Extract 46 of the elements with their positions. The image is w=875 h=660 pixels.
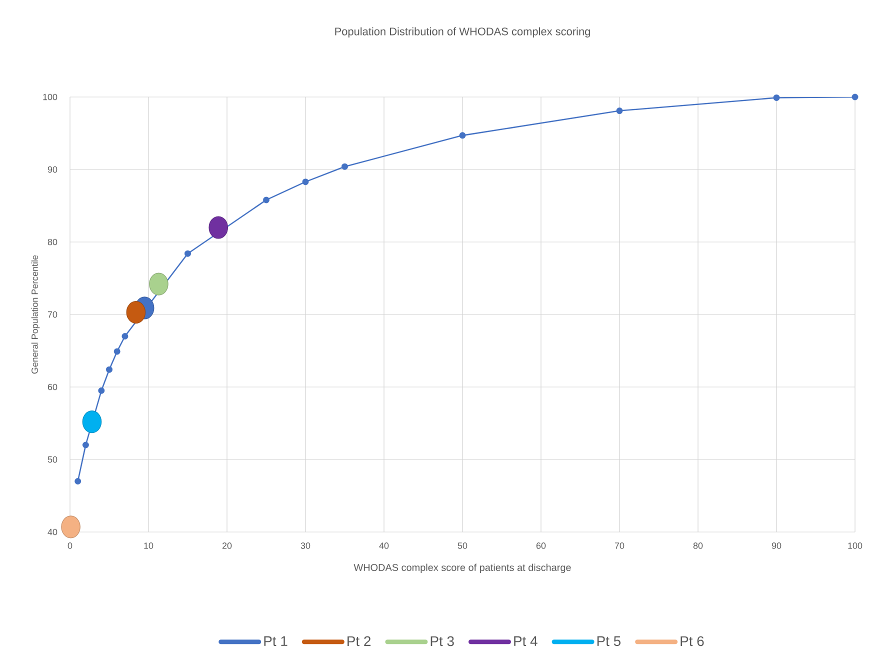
x-tick-label: 40 [379,542,389,549]
point [114,348,120,355]
point [184,250,191,257]
x-tick-label: 20 [222,542,232,549]
x-tick-label: 60 [536,542,546,549]
point [263,196,270,204]
x-axis-title: WHODAS complex score of patients at discharge [354,564,571,573]
point [342,163,348,170]
x-tick-label: 80 [693,542,703,549]
legend-label: Pt 5 [597,636,621,646]
y-axis-title: General Population Percentile [31,255,40,374]
point [208,216,228,239]
x-tick-label: 0 [68,542,72,549]
y-tick-label: 90 [48,166,58,173]
chart-title: Population Distribution of WHODAS complex scoring [335,27,590,38]
point [773,94,780,101]
point [852,94,858,100]
legend-label: Pt 4 [514,636,538,646]
point [122,333,128,340]
point [302,178,309,186]
y-tick-label: 50 [48,456,58,463]
y-tick-label: 80 [48,238,58,246]
y-tick-label: 100 [43,94,58,100]
x-tick-label: 90 [772,542,782,549]
point [126,301,146,324]
y-tick-label: 70 [48,311,58,318]
point [98,387,105,394]
point [459,132,466,139]
x-tick-label: 100 [848,542,862,549]
point [82,442,89,448]
legend-label: Pt 2 [348,636,371,646]
point [61,516,80,538]
legend-label: Pt 3 [430,636,454,646]
x-tick-label: 70 [614,542,624,549]
x-tick-label: 30 [300,542,310,549]
legend-label: Pt 6 [680,636,704,646]
point [149,272,168,296]
point [82,410,102,434]
x-tick-label: 10 [144,542,154,549]
point [616,108,623,114]
y-tick-label: 60 [48,384,58,390]
legend-label: Pt 1 [264,636,288,646]
point [106,366,112,373]
y-tick-label: 40 [48,528,58,536]
point [74,478,82,484]
x-tick-label: 50 [458,542,468,549]
